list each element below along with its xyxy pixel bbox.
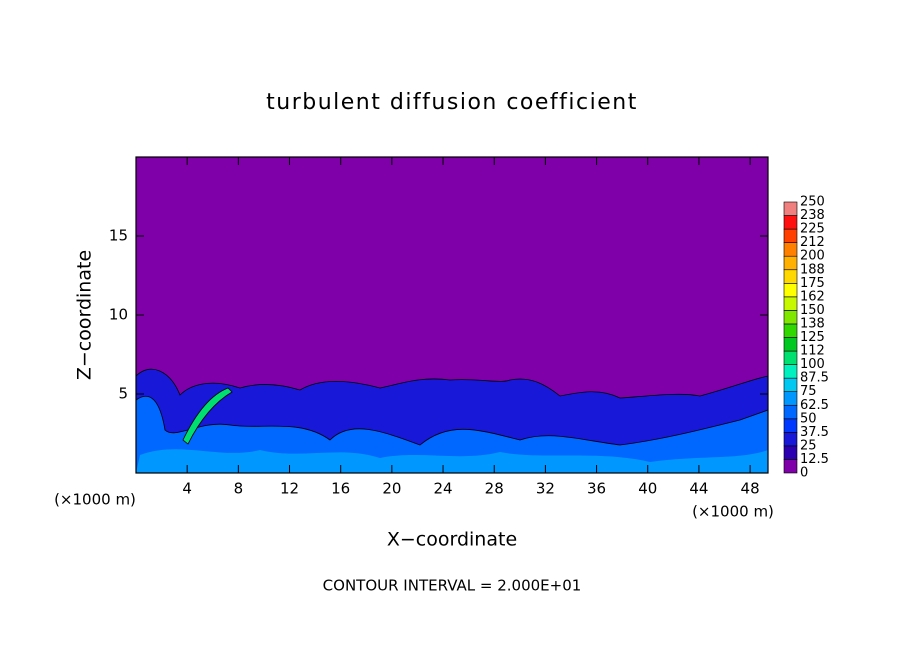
colorbar-band [783,269,798,284]
chart-title: turbulent diffusion coefficient [266,90,638,115]
colorbar-label: 0 [800,466,808,481]
colorbar-band [783,445,798,460]
y-axis-label: Z−coordinate [74,250,96,380]
colorbar-band [783,201,798,216]
y-tick-label: 5 [118,385,128,403]
colorbar-band [783,364,798,379]
field-region [136,449,768,473]
colorbar-band [783,404,798,420]
x-tick-label: 32 [536,480,555,498]
colorbar-label: 225 [800,222,825,237]
colorbar-label: 150 [800,303,825,318]
colorbar-label: 25 [800,438,817,453]
colorbar-label: 50 [800,411,817,426]
field-region [182,387,233,445]
x-axis-label: X−coordinate [387,529,517,551]
x-tick-label: 8 [234,480,244,498]
colorbar-band [783,296,798,311]
colorbar-band [783,242,798,257]
x-tick-label: 36 [587,480,606,498]
colorbar-label: 175 [800,276,825,291]
x-tick-label: 20 [382,480,401,498]
colorbar-label: 188 [800,262,825,277]
colorbar-label: 37.5 [800,425,829,440]
colorbar-label: 250 [800,195,825,210]
x-tick-label: 12 [280,480,299,498]
colorbar-band [783,337,798,352]
y-tick-label: 15 [109,227,128,245]
colorbar-band [783,418,798,433]
colorbar-label: 212 [800,235,825,250]
colorbar-label: 112 [800,344,825,359]
colorbar-label: 200 [800,249,825,264]
colorbar-band [783,377,798,392]
colorbar-label: 162 [800,289,825,304]
x-units: (×1000 m) [692,503,774,521]
y-tick-label: 10 [109,306,128,324]
colorbar-band [783,459,798,474]
colorbar-label: 125 [800,330,825,345]
colorbar-label: 138 [800,316,825,331]
colorbar-label: 87.5 [800,371,829,386]
x-tick-label: 48 [741,480,760,498]
x-tick-label: 28 [485,480,504,498]
x-tick-label: 44 [689,480,708,498]
footer: CONTOUR INTERVAL = 2.000E+01 [323,577,582,595]
x-tick-label: 24 [433,480,452,498]
y-units: (×1000 m) [54,491,136,509]
colorbar-band [783,310,798,325]
colorbar-label: 100 [800,357,825,372]
colorbar-band [783,391,798,406]
colorbar-label: 62.5 [800,398,829,413]
x-tick-label: 40 [638,480,657,498]
colorbar-band [783,228,798,243]
colorbar-band [783,432,798,447]
colorbar-label: 238 [800,208,825,223]
field [135,157,769,474]
colorbar-band [783,215,798,230]
colorbar-band [783,323,798,338]
colorbar-label: 75 [800,384,817,399]
colorbar-band [783,282,798,298]
x-tick-label: 16 [331,480,350,498]
colorbar-band [783,350,798,365]
x-tick-label: 4 [182,480,192,498]
colorbar-band [783,255,798,271]
colorbar-label: 12.5 [800,452,829,467]
